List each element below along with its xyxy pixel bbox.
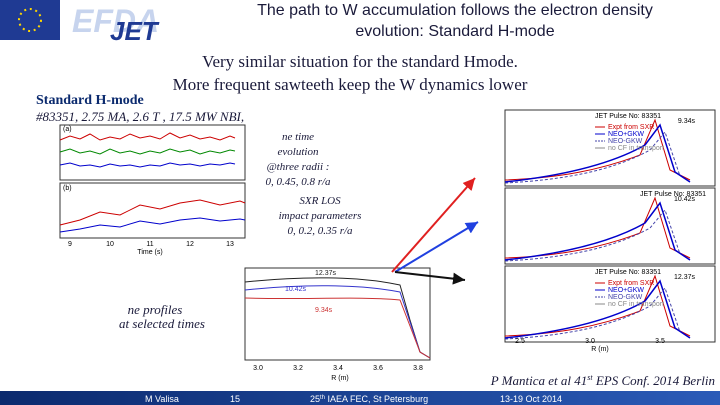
curve — [504, 201, 691, 261]
note: at selected times — [119, 316, 205, 331]
panel-frame — [504, 109, 716, 187]
curve — [504, 196, 691, 259]
curve — [504, 279, 691, 339]
x-tick-label: 2.5 — [515, 338, 525, 345]
legend-label: NEO+GKW — [608, 131, 644, 138]
x-tick-label: 3.8 — [413, 365, 423, 372]
x-tick-label: 12 — [186, 241, 194, 248]
citation: P Mantica et al 41st EPS Conf. 2014 Berl… — [490, 373, 715, 388]
trace — [59, 162, 236, 168]
profile — [244, 297, 431, 359]
arrow — [394, 271, 466, 285]
panel-frame — [59, 124, 246, 181]
note: ne profiles — [128, 302, 183, 317]
x-tick-label: 3.0 — [253, 365, 263, 372]
legend-label: Expt from SXR — [608, 280, 654, 287]
curve — [504, 123, 691, 183]
note: impact parameters — [279, 210, 362, 222]
legend-label: NEO-GKW — [608, 294, 643, 301]
x-tick-label: 11 — [146, 241, 153, 248]
x-tick-label: 3.0 — [585, 338, 595, 345]
x-tick-label: 3.5 — [655, 338, 665, 345]
footer-author: M Valisa — [145, 394, 179, 404]
x-tick-label: 3.6 — [373, 365, 383, 372]
pulse: JET Pulse No: 83351 — [595, 113, 661, 120]
shot: #83351, 2.75 MA, 2.6 T , 17.5 MW NBI, — [36, 109, 244, 124]
title: evolution: Standard H-mode — [355, 23, 554, 40]
panel-frame — [59, 182, 246, 239]
note: 0, 0.45, 0.8 r/a — [265, 176, 331, 188]
footer-conf: 25th IAEA FEC, St Petersburg — [310, 394, 428, 404]
legend-label: NEO-GKW — [608, 138, 643, 145]
x-tick-label: 3.4 — [333, 365, 343, 372]
footer-page: 15 — [230, 394, 240, 404]
pulse: JET Pulse No: 83351 — [595, 269, 661, 276]
eu-flag — [0, 0, 60, 40]
trace — [59, 132, 236, 141]
panel-label: (a) — [63, 126, 72, 133]
note: evolution — [278, 146, 319, 158]
x-tick-label: 3.2 — [293, 365, 303, 372]
profile — [244, 285, 431, 359]
time-label: 9.34s — [315, 307, 333, 314]
trace — [59, 217, 246, 233]
left-plot: (a) (b) 9 10 11 12 13 Time (s) — [59, 124, 246, 256]
logo-efda: EFDA — [72, 3, 159, 39]
t: th — [320, 395, 325, 401]
footer-bar — [0, 391, 720, 405]
x-label: Time (s) — [137, 249, 162, 256]
x-label: R (m) — [331, 375, 349, 382]
panel-frame — [504, 187, 716, 265]
time-label: 10.42s — [674, 196, 696, 203]
legend-label: Expt from SXR — [608, 124, 654, 131]
citation-sup: st — [587, 373, 593, 382]
curve — [504, 130, 681, 184]
time-label: 10.42s — [285, 286, 307, 293]
subtitle: More frequent sawteeth keep the W dynami… — [173, 75, 528, 94]
t: IAEA FEC, St Petersburg — [325, 394, 428, 404]
case-label: Standard H-mode — [36, 93, 144, 108]
x-label: R (m) — [591, 346, 609, 353]
logo-jet: JET — [110, 16, 160, 46]
t: 25 — [310, 394, 320, 404]
panel-frame — [244, 267, 431, 361]
legend-label: NEO+GKW — [608, 287, 644, 294]
citation-text: P Mantica et al 41 — [490, 373, 588, 388]
x-tick-label: 13 — [226, 241, 234, 248]
time-label: 9.34s — [678, 118, 696, 125]
panel-label: (b) — [63, 185, 72, 192]
note: @three radii : — [267, 161, 330, 173]
middle-plot: 12.37s 10.42s 9.34s 3.0 3.2 3.4 3.6 3.8 R (m… — [244, 267, 431, 382]
footer-dates: 13-19 Oct 2014 — [500, 394, 562, 404]
note: ne time — [282, 131, 314, 143]
note: 0, 0.2, 0.35 r/a — [287, 225, 353, 237]
curve — [504, 286, 681, 340]
note: SXR LOS — [299, 195, 341, 207]
trace — [59, 199, 246, 226]
title: The path to W accumulation follows the e… — [257, 2, 653, 19]
pulse: JET Pulse No: 83351 — [640, 191, 706, 198]
arrow — [394, 221, 479, 273]
curve — [504, 208, 681, 262]
arrow — [391, 177, 476, 273]
stars — [18, 8, 42, 32]
subtitle: Very similar situation for the standard … — [202, 52, 518, 71]
profile — [244, 277, 431, 359]
legend-label: no CF in transport — [608, 145, 664, 152]
trace — [59, 148, 236, 155]
time-label: 12.37s — [315, 270, 337, 277]
x-tick-label: 10 — [106, 241, 114, 248]
panel-frame — [504, 265, 716, 343]
x-tick-label: 9 — [68, 241, 72, 248]
legend-label: no CF in transport — [608, 301, 664, 308]
citation-text: EPS Conf. 2014 Berlin — [593, 373, 715, 388]
time-label: 12.37s — [674, 274, 696, 281]
